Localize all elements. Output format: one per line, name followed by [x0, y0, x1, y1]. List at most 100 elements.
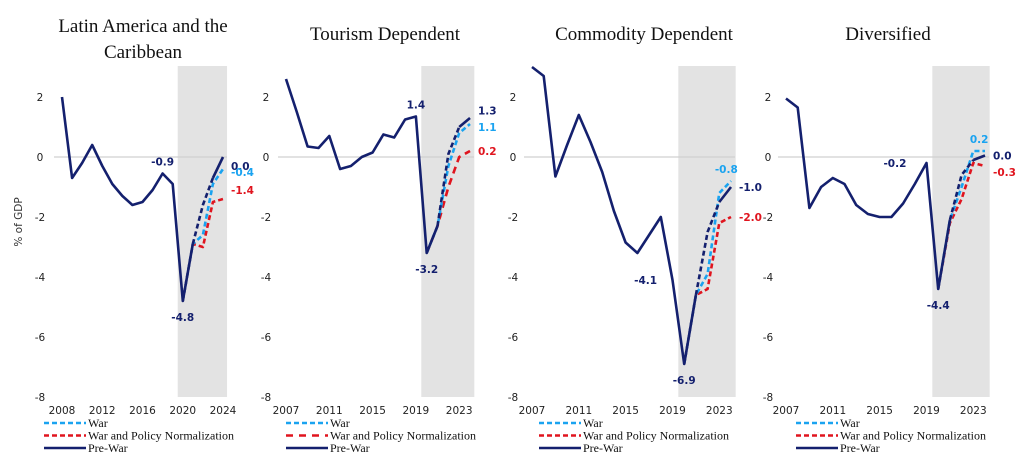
x-tick-label: 2011	[819, 405, 846, 417]
y-tick-label: -2	[763, 212, 773, 224]
y-tick-label: -4	[763, 272, 774, 284]
data-label: -1.4	[231, 185, 254, 197]
y-tick-label: -4	[508, 272, 519, 284]
y-tick-label: -6	[763, 332, 774, 344]
data-label: -4.4	[927, 300, 950, 312]
y-tick-label: 2	[510, 92, 517, 104]
x-tick-label: 2023	[960, 405, 987, 417]
y-tick-label: -6	[261, 332, 272, 344]
y-tick-label: -8	[763, 392, 773, 404]
data-label: 1.1	[478, 122, 497, 134]
series-line-prewar	[60, 96, 195, 303]
y-tick-label: -8	[35, 392, 45, 404]
y-tick-label: 2	[263, 92, 270, 104]
y-tick-label: 0	[510, 152, 517, 164]
x-tick-label: 2019	[913, 405, 940, 417]
data-label: 1.4	[407, 100, 426, 112]
series-line-war-policy	[682, 215, 732, 365]
series-line-prewar	[458, 117, 471, 128]
legend-label: War and Policy Normalization	[88, 429, 234, 443]
data-label: -3.2	[415, 264, 438, 276]
legend-label: War	[583, 416, 603, 430]
y-tick-label: 2	[37, 92, 44, 104]
x-tick-label: 2016	[129, 405, 156, 417]
y-tick-label: -4	[261, 272, 272, 284]
legend-label: War	[330, 416, 350, 430]
chart-panel-1: Latin America and the Caribbean 2 0 -2 -4 -6 -8…	[13, 16, 254, 455]
y-tick-label: -2	[261, 212, 271, 224]
data-label: -2.0	[739, 212, 762, 224]
data-label: -0.3	[993, 167, 1016, 179]
legend-label: War and Policy Normalization	[330, 429, 476, 443]
y-tick-label: -2	[35, 212, 45, 224]
series-line-prewar	[436, 126, 461, 227]
y-tick-label: -2	[508, 212, 518, 224]
x-tick-label: 2015	[359, 405, 386, 417]
x-tick-label: 2007	[519, 405, 546, 417]
series-line-prewar	[972, 154, 986, 162]
legend-label: Pre-War	[88, 441, 128, 455]
data-label: -4.1	[634, 275, 657, 287]
x-tick-label: 2023	[706, 405, 733, 417]
series-line-prewar	[694, 201, 721, 296]
series-line-war-policy	[181, 197, 224, 302]
x-tick-label: 2007	[773, 405, 800, 417]
y-tick-label: -6	[35, 332, 46, 344]
panel-title: Diversified	[845, 24, 931, 45]
data-label: 0.0	[993, 151, 1012, 163]
series-line-prewar	[948, 159, 975, 221]
panel-title: Latin America and the	[58, 16, 227, 37]
x-tick-label: 2019	[659, 405, 686, 417]
data-label: 0.2	[478, 146, 497, 158]
series-line-war	[936, 149, 985, 290]
series-line-prewar	[531, 65, 698, 366]
legend-label: Pre-War	[330, 441, 370, 455]
series-line-prewar	[718, 186, 733, 203]
x-tick-label: 2015	[612, 405, 639, 417]
y-tick-label: -4	[35, 272, 46, 284]
legend-label: Pre-War	[583, 441, 623, 455]
x-tick-label: 2008	[49, 405, 76, 417]
legend-label: War and Policy Normalization	[583, 429, 729, 443]
data-label: 0.2	[970, 134, 989, 146]
x-tick-label: 2024	[210, 405, 237, 417]
x-tick-label: 2011	[565, 405, 592, 417]
x-tick-label: 2012	[89, 405, 116, 417]
y-axis-label: % of GDP	[13, 197, 25, 246]
series-line-prewar	[191, 177, 215, 245]
data-label: -0.8	[715, 164, 738, 176]
x-tick-label: 2023	[446, 405, 473, 417]
series-line-prewar	[211, 156, 225, 179]
data-label: -1.0	[739, 182, 762, 194]
data-label: 1.3	[478, 106, 497, 118]
data-label: -0.4	[231, 167, 254, 179]
legend-label: War	[840, 416, 860, 430]
legend-label: Pre-War	[840, 441, 880, 455]
panel-title: Tourism Dependent	[310, 24, 461, 45]
x-tick-label: 2020	[169, 405, 196, 417]
projection-shade	[932, 66, 990, 397]
series-line-war	[181, 168, 225, 302]
x-tick-label: 2011	[316, 405, 343, 417]
legend-label: War and Policy Normalization	[840, 429, 986, 443]
y-tick-label: -8	[261, 392, 271, 404]
data-label: -4.8	[171, 312, 194, 324]
y-tick-label: -8	[508, 392, 518, 404]
y-tick-label: -6	[508, 332, 519, 344]
legend-label: War	[88, 416, 108, 430]
data-label: -0.9	[151, 157, 174, 169]
y-tick-label: 2	[765, 92, 772, 104]
projection-shade	[421, 66, 475, 397]
series-line-prewar	[284, 78, 439, 255]
x-tick-label: 2015	[866, 405, 893, 417]
x-tick-label: 2019	[403, 405, 430, 417]
y-tick-label: 0	[37, 152, 44, 164]
data-label: -0.2	[883, 158, 906, 170]
